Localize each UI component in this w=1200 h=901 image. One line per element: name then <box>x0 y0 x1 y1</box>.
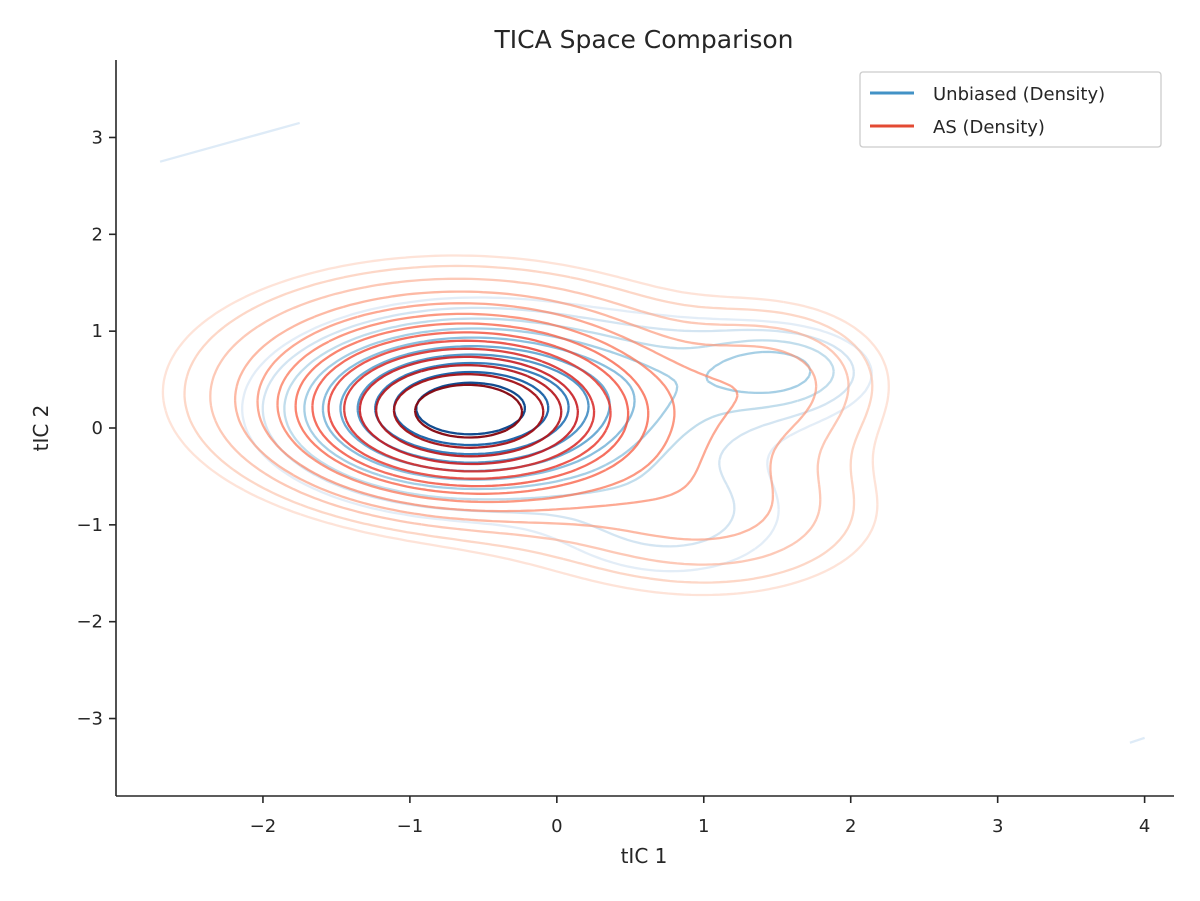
contour-line <box>358 355 580 466</box>
x-ticks: −2 −1 0 1 2 3 4 <box>250 796 1150 837</box>
y-axis-label: tIC 2 <box>29 405 53 452</box>
contour-line <box>413 383 524 439</box>
x-tick-label: 4 <box>1139 816 1150 837</box>
contour-line <box>256 302 739 513</box>
contour-line <box>294 322 650 495</box>
x-tick-label: 0 <box>551 816 562 837</box>
contour-line <box>374 364 563 458</box>
y-tick-label: 3 <box>92 127 103 148</box>
y-tick-label: 2 <box>92 224 103 245</box>
y-tick-label: −1 <box>76 515 103 536</box>
x-tick-label: 2 <box>845 816 856 837</box>
x-tick-label: 1 <box>698 816 709 837</box>
x-tick-label: 3 <box>992 816 1003 837</box>
contour-line <box>303 327 812 491</box>
contour-line <box>327 339 612 480</box>
series-as <box>161 254 890 597</box>
contour-line <box>233 290 818 541</box>
x-axis-label: tIC 1 <box>621 844 668 868</box>
series-unbiased <box>159 121 1145 744</box>
contour-fragment <box>159 121 300 163</box>
chart-title: TICA Space Comparison <box>494 25 794 54</box>
legend-label-as: AS (Density) <box>933 117 1045 138</box>
contour-line <box>392 373 545 449</box>
legend-frame <box>859 71 1162 148</box>
contour-line <box>276 312 676 504</box>
y-tick-label: −3 <box>76 709 103 730</box>
y-tick-label: −2 <box>76 612 103 633</box>
contour-line <box>183 264 874 584</box>
y-tick-label: 1 <box>92 321 103 342</box>
contour-line <box>161 254 890 597</box>
contour-line <box>209 277 850 566</box>
x-tick-label: −2 <box>250 816 277 837</box>
contour-line <box>311 331 630 488</box>
contour-fragment <box>1129 736 1145 744</box>
contour-line <box>415 381 526 436</box>
contour-area <box>159 121 1145 744</box>
y-tick-label: 0 <box>92 418 103 439</box>
contour-line <box>283 317 835 501</box>
contour-line <box>343 347 596 473</box>
x-tick-label: −1 <box>397 816 424 837</box>
y-ticks: −3 −2 −1 0 1 2 3 <box>76 127 116 730</box>
legend: Unbiased (Density) AS (Density) <box>859 71 1162 148</box>
legend-label-unbiased: Unbiased (Density) <box>933 84 1105 105</box>
